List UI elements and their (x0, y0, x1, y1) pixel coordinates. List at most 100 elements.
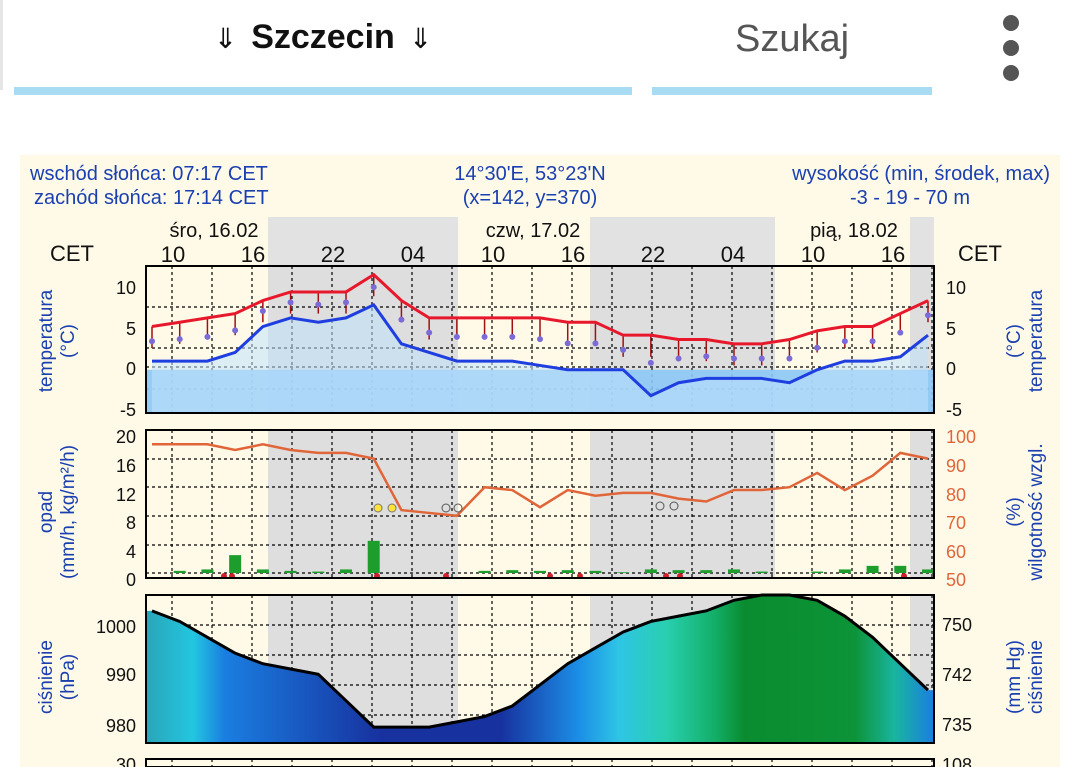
feels-like-point (703, 353, 710, 360)
search-button[interactable]: Szukaj (734, 18, 850, 60)
feels-like-point (370, 284, 377, 291)
down-arrow-icon: ⇓ (408, 23, 433, 54)
humidity-line (152, 443, 929, 518)
humidity-tick: 90 (946, 456, 966, 476)
night-band (268, 430, 458, 578)
night-band (590, 217, 775, 266)
feels-like-point (925, 312, 931, 319)
feels-like-point (647, 359, 654, 366)
precip-tick: 4 (126, 542, 136, 562)
precip-bar (728, 569, 740, 573)
feels-like-point (287, 299, 294, 306)
feels-like-point (841, 338, 848, 345)
feels-like-point (259, 307, 266, 314)
next-panel-tick-right: 108 (942, 755, 972, 767)
cloud-symbol (669, 501, 679, 511)
feels-like-point (509, 333, 516, 340)
precip-bar (922, 569, 934, 573)
day-label: czw, 17.02 (486, 220, 581, 242)
pressure-line (151, 593, 930, 729)
humidity-ylabel: wilgotność wzgl. (1026, 443, 1047, 581)
feels-like-point (315, 301, 322, 308)
temp-unit-left: (°C) (58, 324, 79, 358)
meteogram-chart: CET CET śro, 16.02 czw, 17.02 pią, 18.02… (36, 217, 1047, 767)
cloud-symbol (441, 503, 451, 513)
feels-like-point (869, 338, 876, 345)
kebab-menu-icon[interactable] (996, 10, 1026, 88)
temp-tick-right: 5 (946, 319, 956, 339)
pressure-tick-mmhg: 750 (942, 615, 972, 635)
sun-symbol (373, 503, 383, 513)
precip-bar (838, 569, 851, 573)
pressure-tick-hpa: 990 (106, 665, 136, 685)
hour-label: 22 (641, 242, 665, 267)
panel-frame (145, 265, 935, 414)
precip-bar (700, 570, 713, 573)
night-band (910, 217, 934, 266)
day-label: pią, 18.02 (810, 220, 898, 242)
precip-unit: (mm/h, kg/m²/h) (58, 445, 79, 579)
pressure-ylabel-left: ciśnienie (36, 640, 57, 714)
panel-frame (145, 429, 935, 579)
temp-ylabel-left: temperatura (36, 289, 57, 392)
cloud-symbol (453, 503, 463, 513)
precip-bar (256, 569, 269, 573)
temp-tick-left: 5 (126, 319, 136, 339)
feels-like-point (537, 336, 543, 343)
precip-bar (811, 571, 824, 573)
precip-bar (617, 572, 630, 573)
hour-label: 22 (321, 242, 345, 267)
dewpoint-line (152, 303, 929, 398)
feels-like-point (731, 355, 737, 362)
city-tab-underline (14, 87, 632, 95)
panel-frame (145, 758, 935, 767)
humidity-tick: 50 (946, 570, 966, 590)
night-band (910, 430, 934, 578)
dew-area (152, 304, 928, 413)
precip-bar (201, 569, 214, 573)
city-name: Szczecin (251, 18, 395, 56)
feels-like-point (786, 355, 793, 362)
feels-like-point (814, 344, 821, 351)
night-band (590, 430, 775, 578)
feels-like-point (675, 355, 682, 362)
hour-label: 04 (721, 242, 745, 267)
down-arrow-icon: ⇓ (213, 23, 238, 54)
precip-tick: 8 (126, 513, 136, 533)
feels-like-point (426, 329, 433, 336)
humidity-unit: (%) (1004, 497, 1025, 527)
next-panel-tick-left: 30 (116, 755, 136, 767)
coords-text: 14°30'E, 53°23'N (454, 163, 606, 185)
tz-label-left: CET (50, 241, 94, 266)
hour-label: 16 (881, 242, 905, 267)
hour-label: 16 (561, 242, 585, 267)
precip-bar (173, 570, 186, 573)
hour-label: 10 (481, 242, 505, 267)
hour-label: 10 (801, 242, 825, 267)
panel-frames (145, 265, 935, 767)
temp-tick-left: 0 (126, 359, 136, 379)
humidity-tick: 100 (946, 427, 976, 447)
feels-like-point (592, 340, 599, 347)
temp-tick-right: -5 (946, 400, 962, 420)
precip-bar (367, 540, 380, 573)
precip-bar (229, 555, 242, 573)
city-selector[interactable]: ⇓ Szczecin ⇓ (14, 18, 632, 57)
precip-bar (478, 570, 491, 573)
precip-bar (755, 571, 768, 573)
tz-label-right: CET (958, 241, 1002, 266)
panel-frame (145, 594, 935, 744)
feels-like-point (176, 336, 183, 343)
cloud-symbol (655, 501, 665, 511)
precip-ylabel: opad (36, 491, 57, 533)
pressure-unit-right: (mm Hg) (1004, 640, 1025, 714)
hour-label: 04 (401, 242, 425, 267)
precip-bar (534, 570, 546, 573)
day-label: śro, 16.02 (170, 220, 259, 242)
hour-label: 10 (161, 242, 185, 267)
precip-bar (561, 570, 574, 573)
feels-like-point (232, 327, 239, 334)
precip-bar (589, 570, 602, 573)
feels-like-point (897, 329, 904, 336)
precip-bar (644, 569, 657, 573)
